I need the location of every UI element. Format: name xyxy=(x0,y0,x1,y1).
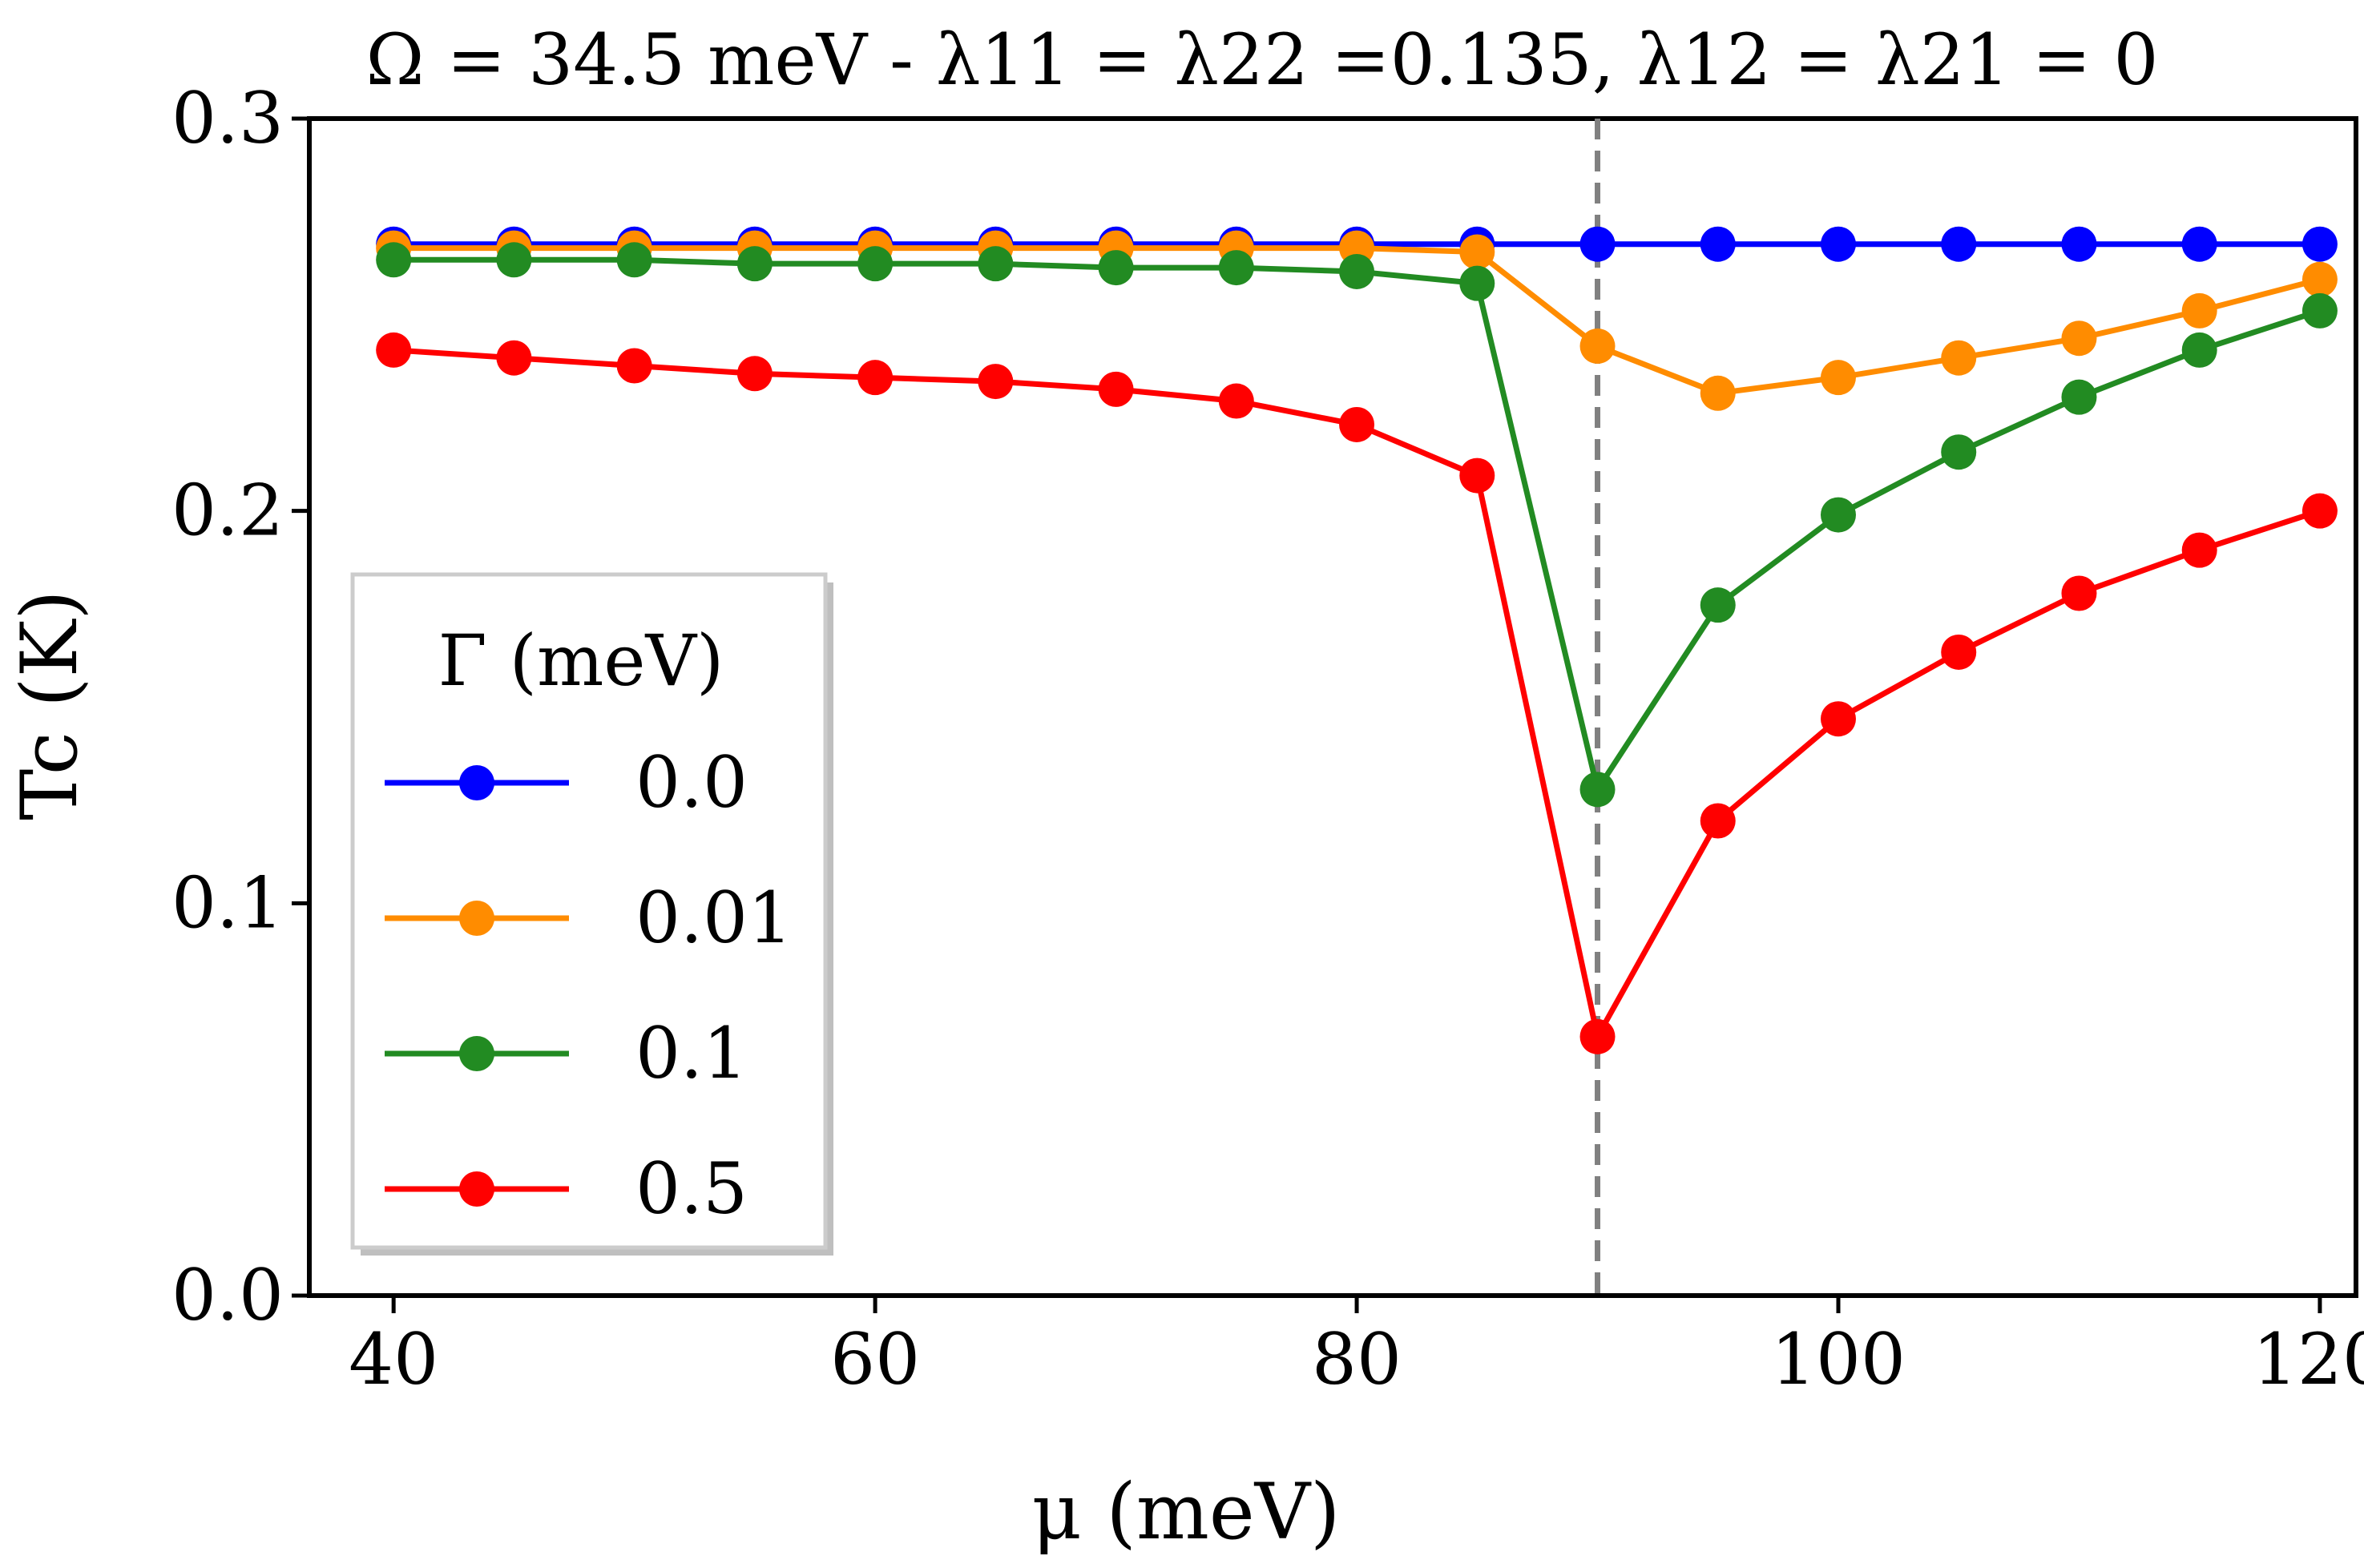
data-point xyxy=(978,364,1014,400)
data-point xyxy=(1218,383,1254,419)
chart-title: Ω = 34.5 meV - λ11 = λ22 =0.135, λ12 = λ… xyxy=(366,18,2159,101)
legend-label: 0.1 xyxy=(635,1012,748,1094)
legend-marker xyxy=(459,1036,494,1071)
data-point xyxy=(376,242,412,278)
data-point xyxy=(1941,340,1977,376)
legend-entries: 0.0 0.01 0.1 0.5 xyxy=(385,741,793,1230)
x-tick-label: 40 xyxy=(349,1318,438,1401)
x-axis-ticks: 40 60 80 100 120 xyxy=(349,1296,2364,1401)
data-point xyxy=(2301,292,2338,329)
data-point xyxy=(2301,261,2338,297)
data-point xyxy=(1941,434,1977,470)
legend-marker xyxy=(459,901,494,936)
plot-area-frame xyxy=(307,116,2358,1298)
data-point xyxy=(2061,379,2097,415)
data-point xyxy=(1700,226,1736,262)
y-axis-label: Tc (K) xyxy=(5,590,95,820)
legend-label: 0.5 xyxy=(635,1147,748,1230)
data-point xyxy=(496,340,532,376)
legend-label: 0.0 xyxy=(635,741,748,824)
data-point xyxy=(978,246,1014,282)
data-point xyxy=(616,242,652,278)
legend-label: 0.01 xyxy=(635,877,793,959)
data-point xyxy=(736,356,773,392)
data-point xyxy=(857,246,894,282)
legend-entry: 0.01 xyxy=(385,877,793,959)
data-point xyxy=(736,246,773,282)
x-tick-label: 80 xyxy=(1312,1318,1402,1401)
data-point xyxy=(2301,493,2338,529)
x-tick-label: 120 xyxy=(2253,1318,2364,1401)
legend-marker xyxy=(459,765,494,800)
data-point xyxy=(2061,226,2097,262)
data-point xyxy=(2061,575,2097,611)
data-point xyxy=(857,360,894,396)
data-point xyxy=(1339,253,1375,289)
x-tick-label: 60 xyxy=(830,1318,920,1401)
data-point xyxy=(496,242,532,278)
data-point xyxy=(1579,772,1616,808)
data-point xyxy=(1820,226,1856,262)
data-point xyxy=(1579,1018,1616,1054)
data-point xyxy=(1820,497,1856,533)
data-point xyxy=(376,332,412,368)
series-group xyxy=(376,226,2338,1054)
data-point xyxy=(1700,803,1736,839)
series-0-1 xyxy=(376,242,2338,808)
legend-marker xyxy=(459,1171,494,1207)
data-point xyxy=(1459,265,1495,301)
data-point xyxy=(616,348,652,384)
data-point xyxy=(1098,371,1134,407)
data-point xyxy=(1700,587,1736,623)
data-point xyxy=(2061,320,2097,357)
data-point xyxy=(1579,329,1616,365)
legend-box xyxy=(350,572,828,1250)
data-point xyxy=(2301,226,2338,262)
y-tick-label: 0.2 xyxy=(171,470,284,552)
data-point xyxy=(2181,226,2217,262)
y-axis-ticks: 0.0 0.1 0.2 0.3 xyxy=(171,77,309,1336)
data-point xyxy=(2181,532,2217,568)
data-point xyxy=(1820,701,1856,737)
y-tick-label: 0.1 xyxy=(171,861,284,944)
data-point xyxy=(1820,360,1856,396)
legend-entry: 0.5 xyxy=(385,1147,748,1230)
data-point xyxy=(1700,375,1736,411)
data-point xyxy=(2181,292,2217,329)
data-point xyxy=(1459,234,1495,270)
data-point xyxy=(1218,250,1254,286)
x-axis-label: μ (meV) xyxy=(1032,1467,1341,1557)
series-0-5 xyxy=(376,332,2338,1054)
data-point xyxy=(1339,406,1375,442)
data-point xyxy=(1459,458,1495,494)
data-point xyxy=(1941,226,1977,262)
x-tick-label: 100 xyxy=(1771,1318,1906,1401)
data-point xyxy=(1941,634,1977,670)
legend-title: Γ (meV) xyxy=(438,619,724,702)
data-point xyxy=(1098,250,1134,286)
legend-entry: 0.1 xyxy=(385,1012,748,1094)
legend: Γ (meV) 0.0 0.01 0.1 0.5 xyxy=(350,572,833,1256)
data-point xyxy=(2181,332,2217,368)
legend-entry: 0.0 xyxy=(385,741,748,824)
y-tick-label: 0.0 xyxy=(171,1254,284,1336)
y-tick-label: 0.3 xyxy=(171,77,284,159)
data-point xyxy=(1579,226,1616,262)
